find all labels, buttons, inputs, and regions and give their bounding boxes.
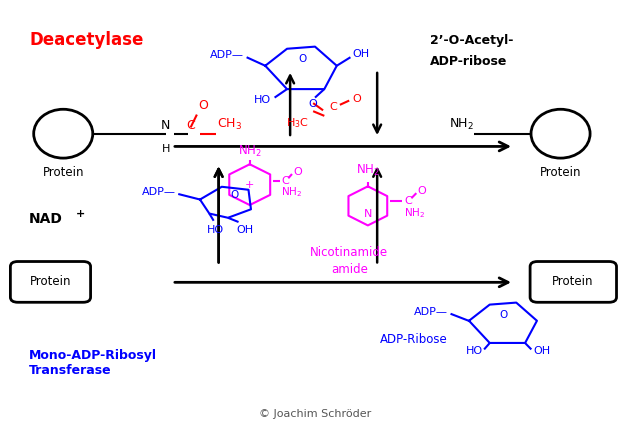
Text: HO: HO <box>255 95 272 105</box>
Text: ADP—: ADP— <box>414 307 448 317</box>
Text: OH: OH <box>352 49 369 59</box>
Text: O: O <box>309 99 318 109</box>
Text: N: N <box>161 119 171 132</box>
Text: ADP—: ADP— <box>142 187 176 197</box>
Text: ADP—: ADP— <box>210 50 244 60</box>
Text: O: O <box>352 94 361 104</box>
Text: OH: OH <box>236 225 253 235</box>
Text: Protein: Protein <box>540 165 581 178</box>
Text: +: + <box>76 210 85 220</box>
Text: Protein: Protein <box>30 275 71 288</box>
Text: H$_3$C: H$_3$C <box>286 116 309 129</box>
Text: N: N <box>364 209 372 219</box>
Text: NH$_2$: NH$_2$ <box>356 163 380 178</box>
Text: C: C <box>282 176 289 186</box>
Text: 2’-O-Acetyl-: 2’-O-Acetyl- <box>430 34 513 47</box>
Text: amide: amide <box>331 263 368 276</box>
Text: Protein: Protein <box>42 165 84 178</box>
Text: H: H <box>162 144 170 154</box>
Text: NH$_2$: NH$_2$ <box>449 116 474 132</box>
Text: © Joachim Schröder: © Joachim Schröder <box>259 409 371 419</box>
Text: Deacetylase: Deacetylase <box>29 31 144 49</box>
Text: O: O <box>418 186 427 196</box>
Text: Nicotinamide: Nicotinamide <box>310 246 388 259</box>
Text: O: O <box>293 167 302 177</box>
Text: NH$_2$: NH$_2$ <box>238 144 261 159</box>
Text: O: O <box>230 190 238 200</box>
Text: NH$_2$: NH$_2$ <box>404 206 425 220</box>
Text: HO: HO <box>207 225 224 235</box>
Text: ADP-ribose: ADP-ribose <box>430 55 507 68</box>
Text: NAD: NAD <box>29 212 63 226</box>
Text: CH$_3$: CH$_3$ <box>217 116 243 132</box>
Text: C: C <box>404 196 411 206</box>
Text: O: O <box>299 55 307 65</box>
Text: C: C <box>186 119 195 132</box>
Text: Mono-ADP-Ribosyl
Transferase: Mono-ADP-Ribosyl Transferase <box>29 349 157 377</box>
Text: OH: OH <box>534 346 551 356</box>
Text: +: + <box>245 180 255 190</box>
Text: HO: HO <box>466 346 483 356</box>
Text: ADP-Ribose: ADP-Ribose <box>381 333 448 346</box>
Text: O: O <box>499 310 508 320</box>
Text: O: O <box>198 99 209 112</box>
Text: NH$_2$: NH$_2$ <box>282 185 302 199</box>
Text: Protein: Protein <box>553 275 593 288</box>
Text: C: C <box>329 102 338 112</box>
